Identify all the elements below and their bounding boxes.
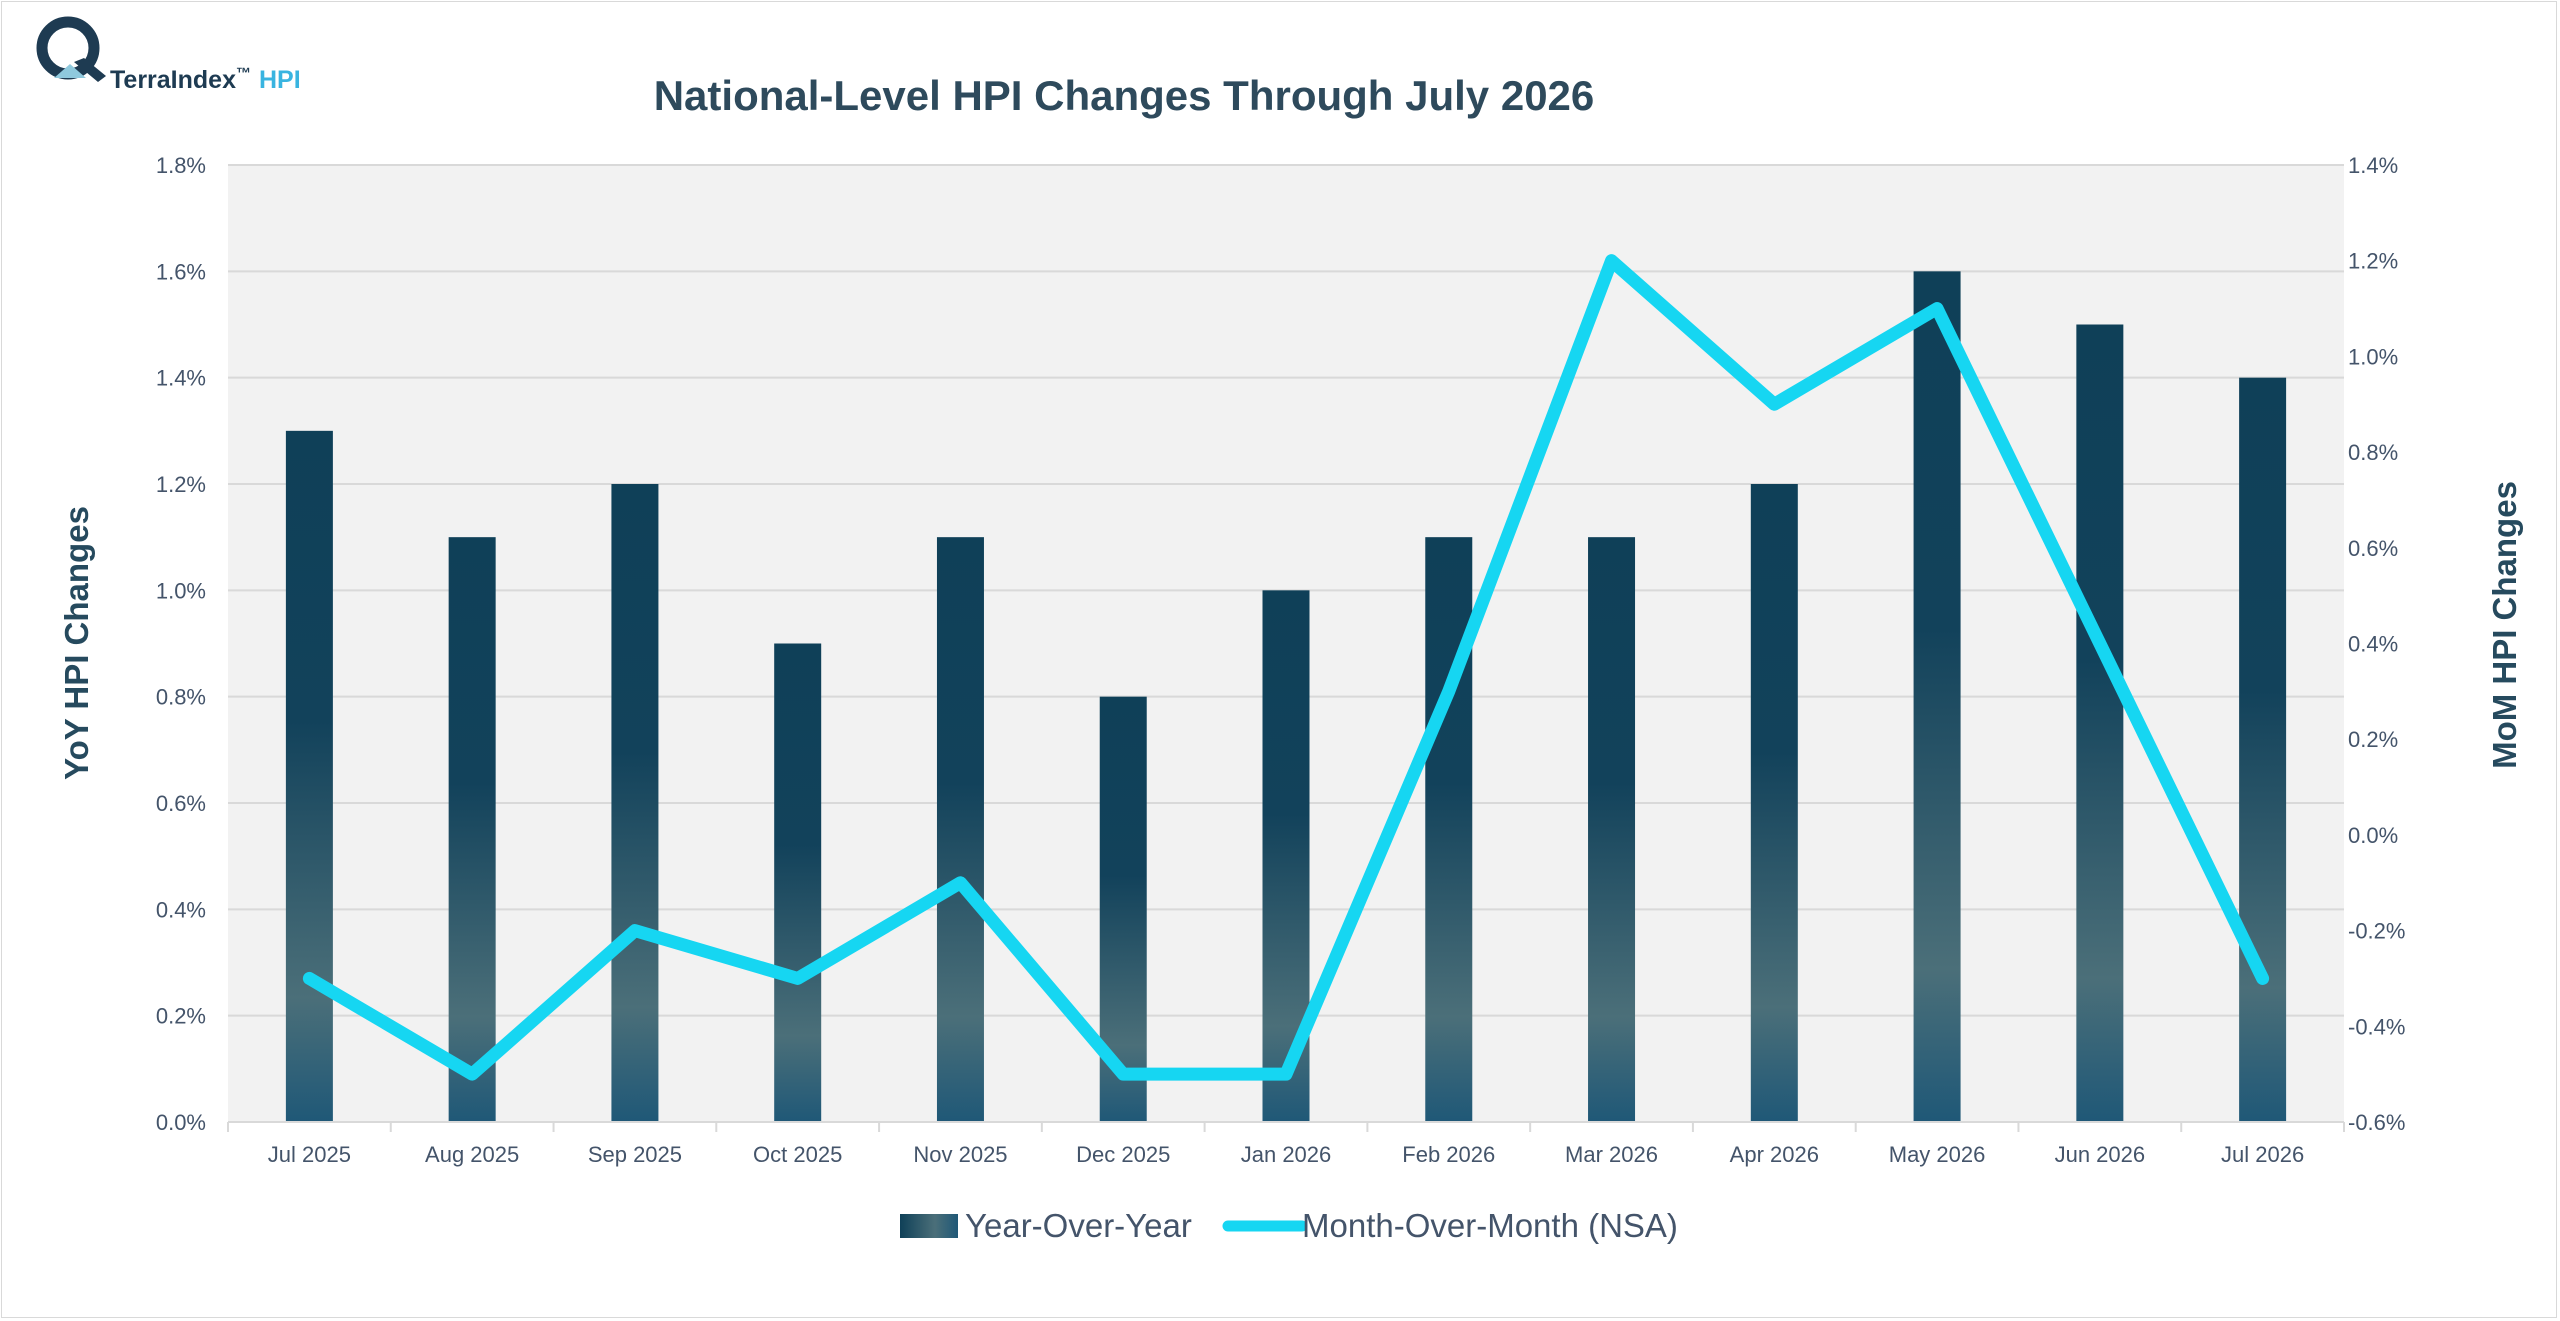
gridlines: [228, 164, 2344, 1017]
x-tick-label: May 2026: [1889, 1142, 1986, 1167]
mom-point: [959, 881, 962, 884]
logo-tm: ™: [236, 65, 251, 82]
yoy-bar: [1588, 537, 1636, 1122]
y-right-tick-label: 1.0%: [2348, 344, 2398, 369]
y-left-tick-label: 1.0%: [156, 578, 206, 603]
y-left-tick-label: 0.0%: [156, 1110, 206, 1135]
y-left-axis-title: YoY HPI Changes: [58, 506, 95, 780]
yoy-bar: [1425, 537, 1473, 1122]
mom-point: [2261, 977, 2264, 980]
yoy-bar: [1913, 271, 1961, 1122]
y-right-axis-title: MoM HPI Changes: [2486, 481, 2523, 769]
yoy-bar: [2076, 324, 2124, 1122]
mom-point: [1285, 1073, 1287, 1076]
y-right-tick-label: 0.0%: [2348, 823, 2398, 848]
legend: Year-Over-Year Month-Over-Month (NSA): [900, 1207, 1678, 1244]
yoy-bar: [1750, 484, 1798, 1122]
yoy-bar: [285, 430, 333, 1122]
logo-brand: TerraIndex: [110, 66, 236, 94]
y-right-tick-label: 0.2%: [2348, 727, 2398, 752]
x-tick-label: Aug 2025: [425, 1142, 519, 1167]
x-tick-label: Jul 2025: [268, 1142, 351, 1167]
x-tick-label: Sep 2025: [588, 1142, 682, 1167]
mom-point: [471, 1073, 474, 1076]
mom-line-layer: [302, 254, 2270, 1081]
x-tick-label: Mar 2026: [1565, 1142, 1658, 1167]
y-left-tick-label: 1.8%: [156, 153, 206, 178]
mom-point: [1447, 690, 1450, 693]
y-right-tick-label: 0.8%: [2348, 440, 2398, 465]
legend-swatch-yoy: [900, 1214, 958, 1238]
x-tick-label: Jan 2026: [1241, 1142, 1332, 1167]
y-left-tick-label: 0.4%: [156, 897, 206, 922]
legend-label-yoy: Year-Over-Year: [965, 1207, 1192, 1244]
yoy-bar: [936, 537, 984, 1122]
y-right-tick-label: 0.6%: [2348, 536, 2398, 561]
mom-point: [1610, 259, 1613, 262]
yoy-bar: [448, 537, 496, 1122]
x-tick-labels: Jul 2025 Aug 2025 Sep 2025 Oct 2025 Nov 2025…: [268, 1142, 2304, 1167]
x-tick-label: Feb 2026: [1402, 1142, 1495, 1167]
y-right-tick-label: 1.4%: [2348, 153, 2398, 178]
mom-point: [796, 977, 799, 980]
y-right-tick-label: 1.2%: [2348, 249, 2398, 274]
x-tick-label: Dec 2025: [1076, 1142, 1170, 1167]
yoy-bar: [2239, 377, 2287, 1123]
x-tick-label: Jul 2026: [2221, 1142, 2304, 1167]
y-right-tick-label: -0.4%: [2348, 1014, 2405, 1039]
y-right-tick-label: -0.6%: [2348, 1110, 2405, 1135]
y-right-tick-label: -0.2%: [2348, 919, 2405, 944]
mom-point: [1936, 307, 1939, 310]
yoy-bar: [611, 484, 659, 1122]
y-left-tick-label: 0.8%: [156, 685, 206, 710]
y-left-tick-label: 1.2%: [156, 472, 206, 497]
y-left-tick-label: 0.2%: [156, 1004, 206, 1029]
mom-point: [633, 929, 636, 932]
logo-q-mark: [36, 16, 106, 82]
x-tick-label: Oct 2025: [753, 1142, 842, 1167]
x-tick-label: Nov 2025: [913, 1142, 1007, 1167]
x-tick-label: Jun 2026: [2055, 1142, 2146, 1167]
mom-point: [1122, 1073, 1125, 1076]
x-axis: [227, 1121, 2345, 1132]
y-right-tick-label: 0.4%: [2348, 632, 2398, 657]
y-left-tick-labels: 0.0% 0.2% 0.4% 0.6% 0.8% 1.0% 1.2% 1.4% 1.6% 1.8%: [156, 153, 206, 1135]
yoy-bars: [285, 271, 2287, 1123]
y-right-tick-labels: -0.6% -0.4% -0.2% 0.0% 0.2% 0.4% 0.6% 0.8% 1.0% 1…: [2348, 153, 2405, 1135]
y-left-tick-label: 1.6%: [156, 259, 206, 284]
mom-point: [1773, 403, 1776, 406]
yoy-bar: [774, 643, 822, 1122]
terraindex-logo: TerraIndex™ HPI: [36, 16, 301, 94]
logo-suffix: HPI: [259, 66, 301, 94]
mom-point: [308, 977, 311, 980]
legend-label-mom: Month-Over-Month (NSA): [1302, 1207, 1678, 1244]
chart-title: National-Level HPI Changes Through July …: [654, 72, 1595, 119]
x-tick-label: Apr 2026: [1730, 1142, 1819, 1167]
y-left-tick-label: 1.4%: [156, 366, 206, 391]
y-left-tick-label: 0.6%: [156, 791, 206, 816]
mom-point: [2098, 642, 2101, 645]
